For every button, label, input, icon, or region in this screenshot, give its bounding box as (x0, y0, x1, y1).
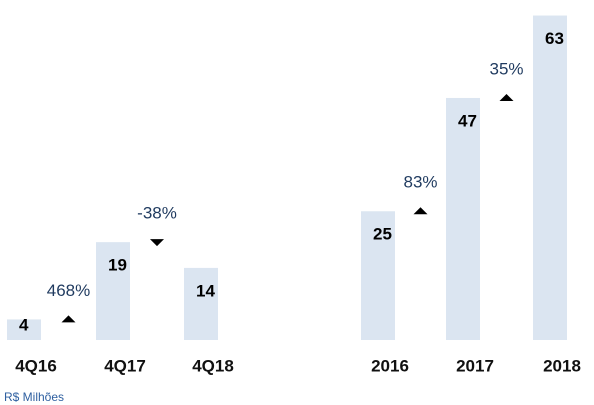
footnote: R$ Milhões (4, 390, 64, 404)
x-tick-label: 2018 (543, 356, 581, 375)
bar (446, 97, 480, 340)
change-label: 35% (489, 59, 523, 78)
value-label: 25 (373, 225, 392, 244)
change-label: -38% (137, 204, 177, 223)
value-label: 4 (19, 315, 29, 334)
bar (361, 211, 395, 340)
bar (184, 267, 218, 340)
value-label: 47 (458, 111, 477, 130)
x-tick-label: 4Q16 (15, 356, 57, 375)
value-label: 14 (196, 281, 215, 300)
x-tick-label: 4Q17 (104, 356, 146, 375)
arrow-up (413, 207, 428, 215)
bar (533, 15, 567, 341)
value-label: 63 (545, 29, 564, 48)
arrow-down (150, 239, 164, 247)
x-tick-label: 2017 (456, 356, 494, 375)
arrow-up (61, 315, 76, 323)
change-label: 83% (403, 173, 437, 192)
arrow-up (499, 93, 514, 101)
value-label: 19 (108, 256, 127, 275)
x-tick-label: 2016 (371, 356, 409, 375)
bar (96, 242, 130, 340)
bar (7, 319, 41, 340)
change-label: 468% (47, 281, 90, 300)
x-tick-label: 4Q18 (192, 356, 234, 375)
